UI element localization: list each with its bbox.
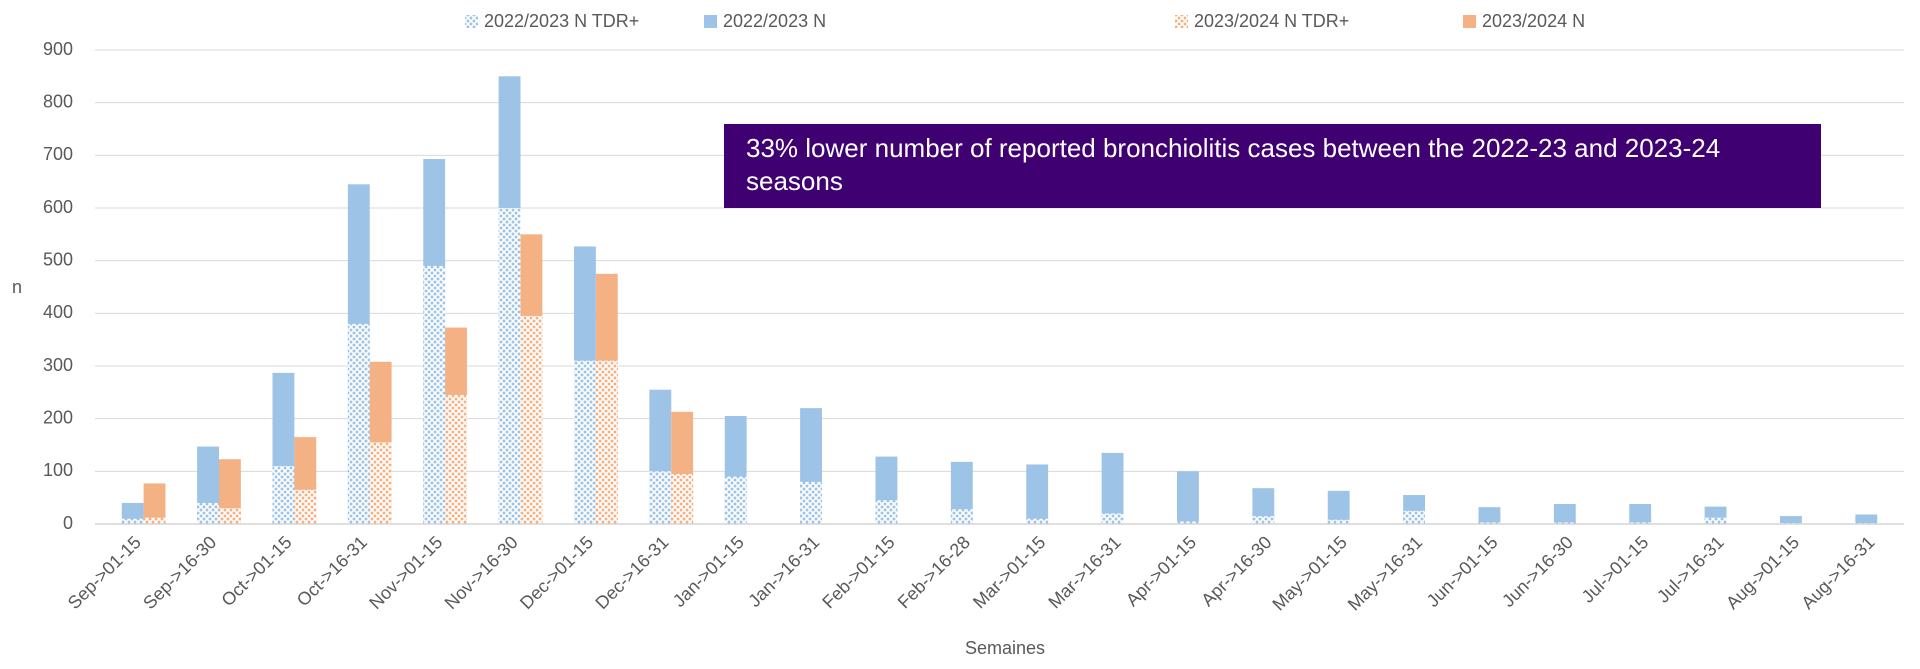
bar xyxy=(724,476,747,524)
bar xyxy=(1101,452,1124,524)
y-tick-label: 100 xyxy=(43,460,73,480)
bar xyxy=(218,508,241,524)
y-tick-label: 900 xyxy=(43,39,73,59)
bar xyxy=(1327,490,1350,524)
bar xyxy=(1252,488,1275,524)
y-tick-label: 400 xyxy=(43,302,73,322)
legend-swatch xyxy=(704,15,717,28)
bar xyxy=(875,500,898,524)
x-tick-label: Oct->16-31 xyxy=(293,532,371,610)
bar xyxy=(1252,516,1275,524)
bar xyxy=(520,315,543,524)
legend-label: 2022/2023 N TDR+ xyxy=(484,11,639,31)
bar xyxy=(1780,516,1802,524)
annotation: 33% lower number of reported bronchiolit… xyxy=(724,124,1821,208)
x-tick-label: Apr->01-15 xyxy=(1122,532,1200,610)
y-tick-label: 600 xyxy=(43,197,73,217)
bar xyxy=(595,360,618,524)
x-tick-label: Mar->01-15 xyxy=(969,532,1049,612)
bar xyxy=(1478,507,1501,524)
bar xyxy=(800,481,822,524)
x-axis-label: Semaines xyxy=(965,638,1045,658)
bar xyxy=(1553,503,1576,524)
x-tick-label: Dec->01-15 xyxy=(516,532,597,613)
x-tick-label: May->01-15 xyxy=(1268,532,1350,614)
x-tick-label: Nov->16-30 xyxy=(441,532,522,613)
bar xyxy=(1780,522,1802,524)
x-tick-label: Nov->01-15 xyxy=(365,532,446,613)
legend-label: 2022/2023 N xyxy=(723,11,826,31)
x-tick-label: Aug->16-31 xyxy=(1797,532,1878,613)
bar xyxy=(1855,522,1878,524)
x-tick-label: Oct->01-15 xyxy=(217,532,295,610)
bar xyxy=(1629,503,1652,524)
y-tick-label: 0 xyxy=(63,513,73,533)
x-tick-label: Aug->01-15 xyxy=(1722,532,1803,613)
x-tick-label: Mar->16-31 xyxy=(1044,532,1124,612)
x-tick-label: Jul->01-15 xyxy=(1578,532,1653,607)
legend-label: 2023/2024 N TDR+ xyxy=(1194,11,1349,31)
x-tick-label: Dec->16-31 xyxy=(591,532,672,613)
bar xyxy=(1855,514,1878,524)
bar xyxy=(1177,471,1199,524)
x-tick-label: Jan->16-31 xyxy=(744,532,823,611)
x-tick-label: May->16-31 xyxy=(1344,532,1426,614)
bar xyxy=(574,360,596,524)
y-tick-label: 800 xyxy=(43,91,73,111)
bar xyxy=(369,442,392,524)
bar xyxy=(1026,518,1049,524)
bar xyxy=(143,483,166,524)
bar xyxy=(121,518,144,524)
y-axis-label: n xyxy=(12,277,22,297)
bar xyxy=(671,473,694,524)
y-tick-label: 200 xyxy=(43,407,73,427)
bar xyxy=(272,466,295,524)
bar xyxy=(950,509,973,524)
bar xyxy=(423,265,446,524)
x-tick-label: Sep->01-15 xyxy=(64,532,145,613)
bar xyxy=(1026,464,1049,524)
bar xyxy=(498,208,521,524)
legend-swatch xyxy=(465,15,478,28)
bar xyxy=(1553,522,1576,524)
x-tick-label: Feb->16-28 xyxy=(894,532,974,612)
x-tick-label: Jan->01-15 xyxy=(669,532,748,611)
bar xyxy=(950,461,973,524)
bar xyxy=(1327,519,1350,524)
bar xyxy=(347,323,370,524)
bar xyxy=(445,394,467,524)
bar xyxy=(1177,521,1199,524)
legend-swatch xyxy=(1175,15,1188,28)
x-tick-label: Jun->01-15 xyxy=(1423,532,1502,611)
x-tick-label: Jul->16-31 xyxy=(1653,532,1728,607)
x-tick-label: Sep->16-30 xyxy=(139,532,220,613)
bar xyxy=(294,489,317,524)
y-tick-label: 300 xyxy=(43,355,73,375)
bar xyxy=(1101,513,1124,524)
bar xyxy=(143,517,166,524)
bar xyxy=(1478,522,1501,524)
bar xyxy=(197,502,219,524)
legend-swatch xyxy=(1463,15,1476,28)
bar xyxy=(1704,517,1727,524)
y-tick-label: 500 xyxy=(43,249,73,269)
x-tick-label: Apr->16-30 xyxy=(1197,532,1275,610)
bar xyxy=(1629,522,1652,524)
y-tick-label: 700 xyxy=(43,144,73,164)
x-tick-label: Jun->16-30 xyxy=(1498,532,1577,611)
x-tick-label: Feb->01-15 xyxy=(818,532,898,612)
legend-label: 2023/2024 N xyxy=(1482,11,1585,31)
bar xyxy=(1403,510,1425,524)
bar xyxy=(649,471,672,524)
bar xyxy=(218,459,241,524)
